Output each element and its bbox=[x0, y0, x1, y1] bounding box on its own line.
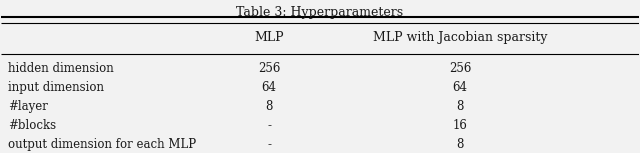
Text: 256: 256 bbox=[449, 62, 472, 75]
Text: output dimension for each MLP: output dimension for each MLP bbox=[8, 138, 196, 151]
Text: #layer: #layer bbox=[8, 100, 47, 113]
Text: MLP: MLP bbox=[254, 31, 284, 44]
Text: Table 3: Hyperparameters: Table 3: Hyperparameters bbox=[236, 6, 404, 19]
Text: 256: 256 bbox=[258, 62, 280, 75]
Text: -: - bbox=[267, 138, 271, 151]
Text: 8: 8 bbox=[266, 100, 273, 113]
Text: input dimension: input dimension bbox=[8, 81, 104, 94]
Text: 8: 8 bbox=[456, 138, 464, 151]
Text: 8: 8 bbox=[456, 100, 464, 113]
Text: -: - bbox=[267, 119, 271, 132]
Text: 16: 16 bbox=[452, 119, 468, 132]
Text: #blocks: #blocks bbox=[8, 119, 56, 132]
Text: hidden dimension: hidden dimension bbox=[8, 62, 113, 75]
Text: 64: 64 bbox=[262, 81, 276, 94]
Text: 64: 64 bbox=[452, 81, 468, 94]
Text: MLP with Jacobian sparsity: MLP with Jacobian sparsity bbox=[373, 31, 547, 44]
